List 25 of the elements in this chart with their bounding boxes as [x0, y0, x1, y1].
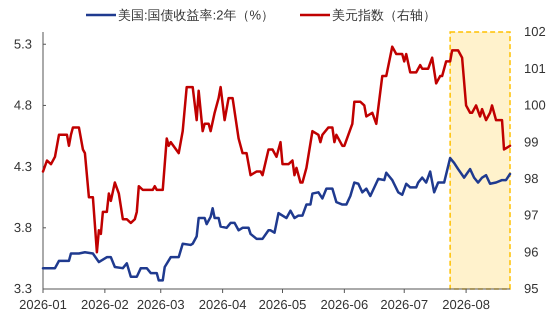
x-tick-label: 2026-08 [442, 297, 490, 312]
y-tick-label: 5.3 [14, 36, 32, 52]
legend-label: 美国:国债收益率:2年（%） [118, 8, 274, 23]
x-tick-label: 2026-04 [198, 297, 246, 312]
y-tick-label: 3.8 [14, 220, 32, 235]
y2-tick-label: 99 [524, 134, 538, 150]
x-tick-label: 2026-03 [136, 297, 185, 312]
line-series [42, 156, 512, 282]
x-tick-label: 2026-02 [81, 297, 129, 312]
y-tick-label: 4.8 [14, 98, 32, 113]
x-tick-label: 2026-07 [380, 297, 428, 312]
y2-tick-label: 95 [524, 281, 538, 296]
y2-tick-label: 97 [524, 208, 538, 223]
y2-tick-label: 96 [524, 244, 538, 260]
y-tick-label: 3.3 [14, 281, 32, 296]
y2-tick-label: 100 [524, 98, 546, 113]
x-tick-label: 2026-06 [320, 297, 368, 312]
legend-label: 美元指数（右轴） [332, 8, 436, 23]
x-tick-label: 2026-05 [258, 297, 306, 312]
x-tick-label: 2026-01 [19, 297, 67, 312]
y2-tick-label: 101 [524, 60, 546, 76]
y2-tick-label: 102 [524, 24, 546, 40]
y-tick-label: 4.3 [14, 158, 32, 174]
line-series [42, 45, 512, 254]
y2-tick-label: 98 [524, 171, 538, 186]
